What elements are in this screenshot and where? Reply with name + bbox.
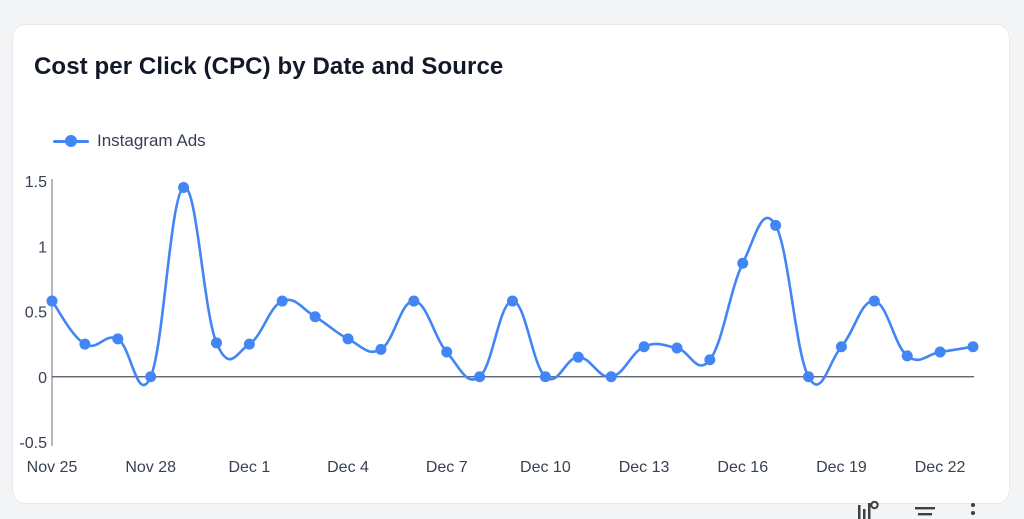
data-point (210, 337, 222, 349)
x-tick-label: Dec 16 (717, 459, 768, 476)
data-point (276, 295, 288, 307)
data-point (868, 295, 880, 307)
data-point (46, 295, 58, 307)
data-point (408, 295, 420, 307)
chart-legend[interactable]: Instagram Ads (53, 131, 206, 151)
chart-card: Cost per Click (CPC) by Date and Source … (12, 24, 1010, 504)
x-tick-label: Dec 1 (228, 459, 270, 476)
y-tick-label: 1.5 (25, 174, 47, 191)
y-tick-label: -0.5 (19, 435, 47, 452)
data-point (309, 311, 321, 323)
data-point (178, 182, 190, 194)
data-point (112, 333, 124, 345)
more-vert-icon[interactable] (962, 499, 984, 519)
data-point (671, 342, 683, 354)
data-point (572, 351, 584, 363)
data-point (474, 371, 486, 383)
x-tick-label: Dec 22 (915, 459, 966, 476)
x-tick-label: Dec 4 (327, 459, 369, 476)
x-tick-label: Dec 7 (426, 459, 468, 476)
data-point (638, 341, 650, 353)
data-point (934, 346, 946, 358)
data-point (737, 257, 749, 269)
chart-settings-icon[interactable] (857, 499, 879, 519)
data-point (770, 219, 782, 231)
data-point (704, 354, 716, 366)
series-line (50, 186, 974, 387)
data-point (539, 371, 551, 383)
chart-toolbar (0, 499, 1024, 519)
data-point (507, 295, 518, 307)
x-tick-label: Dec 19 (816, 459, 867, 476)
data-point (441, 346, 453, 358)
data-point (967, 341, 979, 353)
x-tick-label: Dec 10 (520, 459, 571, 476)
x-tick-label: Nov 25 (27, 459, 78, 476)
data-point (901, 350, 913, 362)
data-point (605, 371, 617, 383)
data-point (145, 371, 157, 383)
y-tick-label: 0.5 (25, 305, 47, 322)
data-point (835, 341, 847, 353)
legend-swatch-icon (53, 134, 89, 148)
data-point (803, 371, 815, 383)
data-point (342, 333, 354, 345)
data-point (375, 343, 387, 355)
data-point (243, 338, 255, 350)
chart-title: Cost per Click (CPC) by Date and Source (34, 53, 504, 80)
x-tick-label: Nov 28 (125, 459, 176, 476)
y-tick-label: 0 (38, 370, 47, 387)
y-tick-label: 1 (38, 239, 47, 256)
data-point (79, 338, 91, 350)
legend-label: Instagram Ads (97, 131, 206, 150)
x-tick-label: Dec 13 (619, 459, 670, 476)
filter-icon[interactable] (914, 499, 936, 519)
